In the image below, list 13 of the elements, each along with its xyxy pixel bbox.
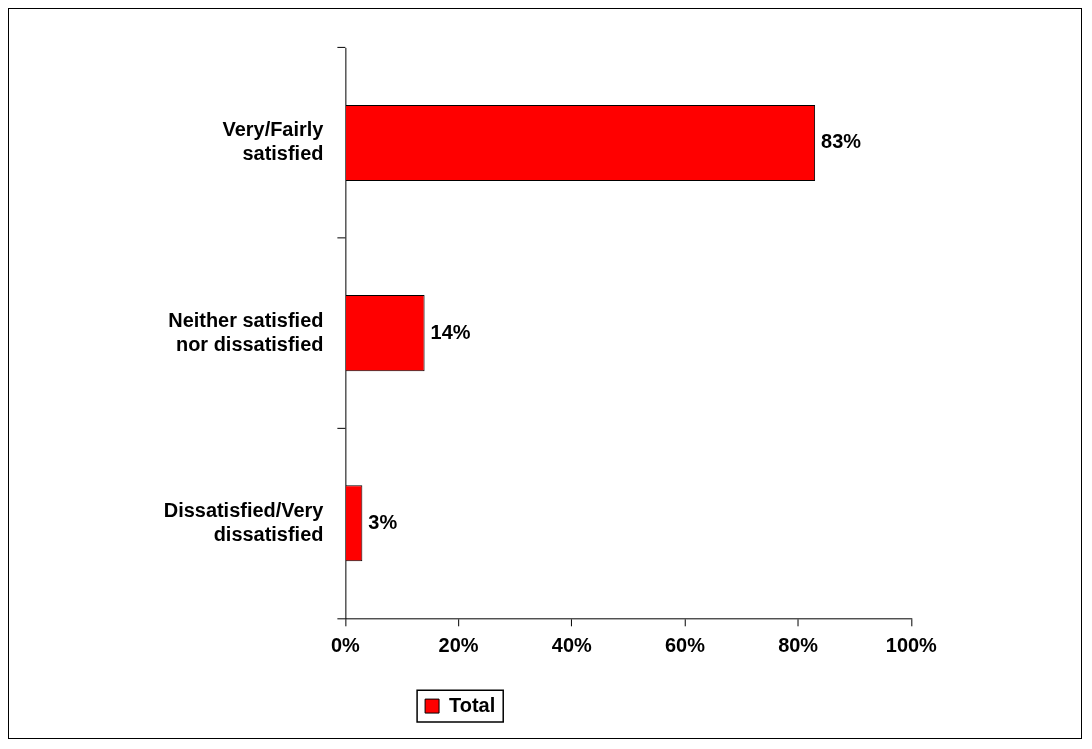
x-tick-label: 60% (664, 633, 706, 656)
legend-label: Total (449, 693, 496, 716)
x-tick-label: 20% (438, 633, 479, 656)
x-tick-label: 40% (551, 633, 592, 656)
y-tick-label: Very/Fairly satisfied (222, 118, 324, 165)
x-tick-label: 100% (885, 633, 938, 656)
data-label: 3% (368, 510, 398, 533)
y-tick-label: Dissatisfied/Very dissatisfied (163, 498, 324, 545)
y-tick-label: Neither satisfied nor dissatisfied (168, 308, 324, 355)
data-label: 14% (430, 320, 471, 343)
x-tick-label: 80% (778, 633, 819, 656)
data-label: 83% (821, 130, 862, 153)
x-tick-label: 0% (330, 633, 361, 656)
